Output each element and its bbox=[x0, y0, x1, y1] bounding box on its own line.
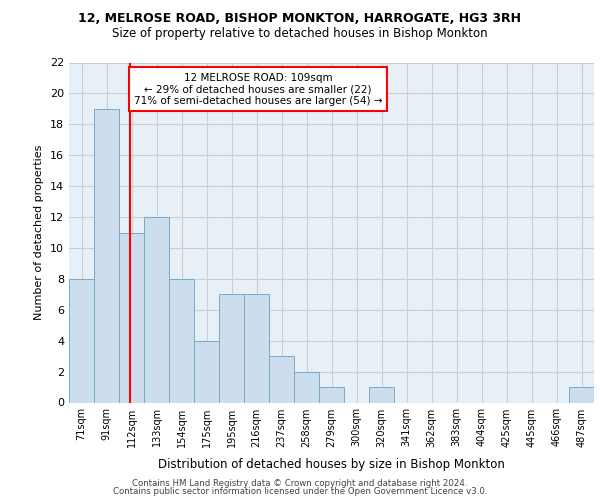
Y-axis label: Number of detached properties: Number of detached properties bbox=[34, 145, 44, 320]
Bar bbox=[194, 340, 219, 402]
X-axis label: Distribution of detached houses by size in Bishop Monkton: Distribution of detached houses by size … bbox=[158, 458, 505, 471]
Bar bbox=[319, 387, 344, 402]
Bar bbox=[94, 109, 119, 403]
Bar bbox=[294, 372, 319, 402]
Bar bbox=[369, 387, 394, 402]
Bar bbox=[119, 232, 144, 402]
Text: Contains public sector information licensed under the Open Government Licence v3: Contains public sector information licen… bbox=[113, 487, 487, 496]
Bar bbox=[69, 279, 94, 402]
Bar bbox=[569, 387, 594, 402]
Text: Size of property relative to detached houses in Bishop Monkton: Size of property relative to detached ho… bbox=[112, 28, 488, 40]
Bar bbox=[269, 356, 294, 403]
Bar bbox=[244, 294, 269, 403]
Bar bbox=[169, 279, 194, 402]
Bar bbox=[219, 294, 244, 403]
Text: 12, MELROSE ROAD, BISHOP MONKTON, HARROGATE, HG3 3RH: 12, MELROSE ROAD, BISHOP MONKTON, HARROG… bbox=[79, 12, 521, 26]
Text: Contains HM Land Registry data © Crown copyright and database right 2024.: Contains HM Land Registry data © Crown c… bbox=[132, 478, 468, 488]
Bar bbox=[144, 217, 169, 402]
Text: 12 MELROSE ROAD: 109sqm
← 29% of detached houses are smaller (22)
71% of semi-de: 12 MELROSE ROAD: 109sqm ← 29% of detache… bbox=[134, 72, 382, 106]
